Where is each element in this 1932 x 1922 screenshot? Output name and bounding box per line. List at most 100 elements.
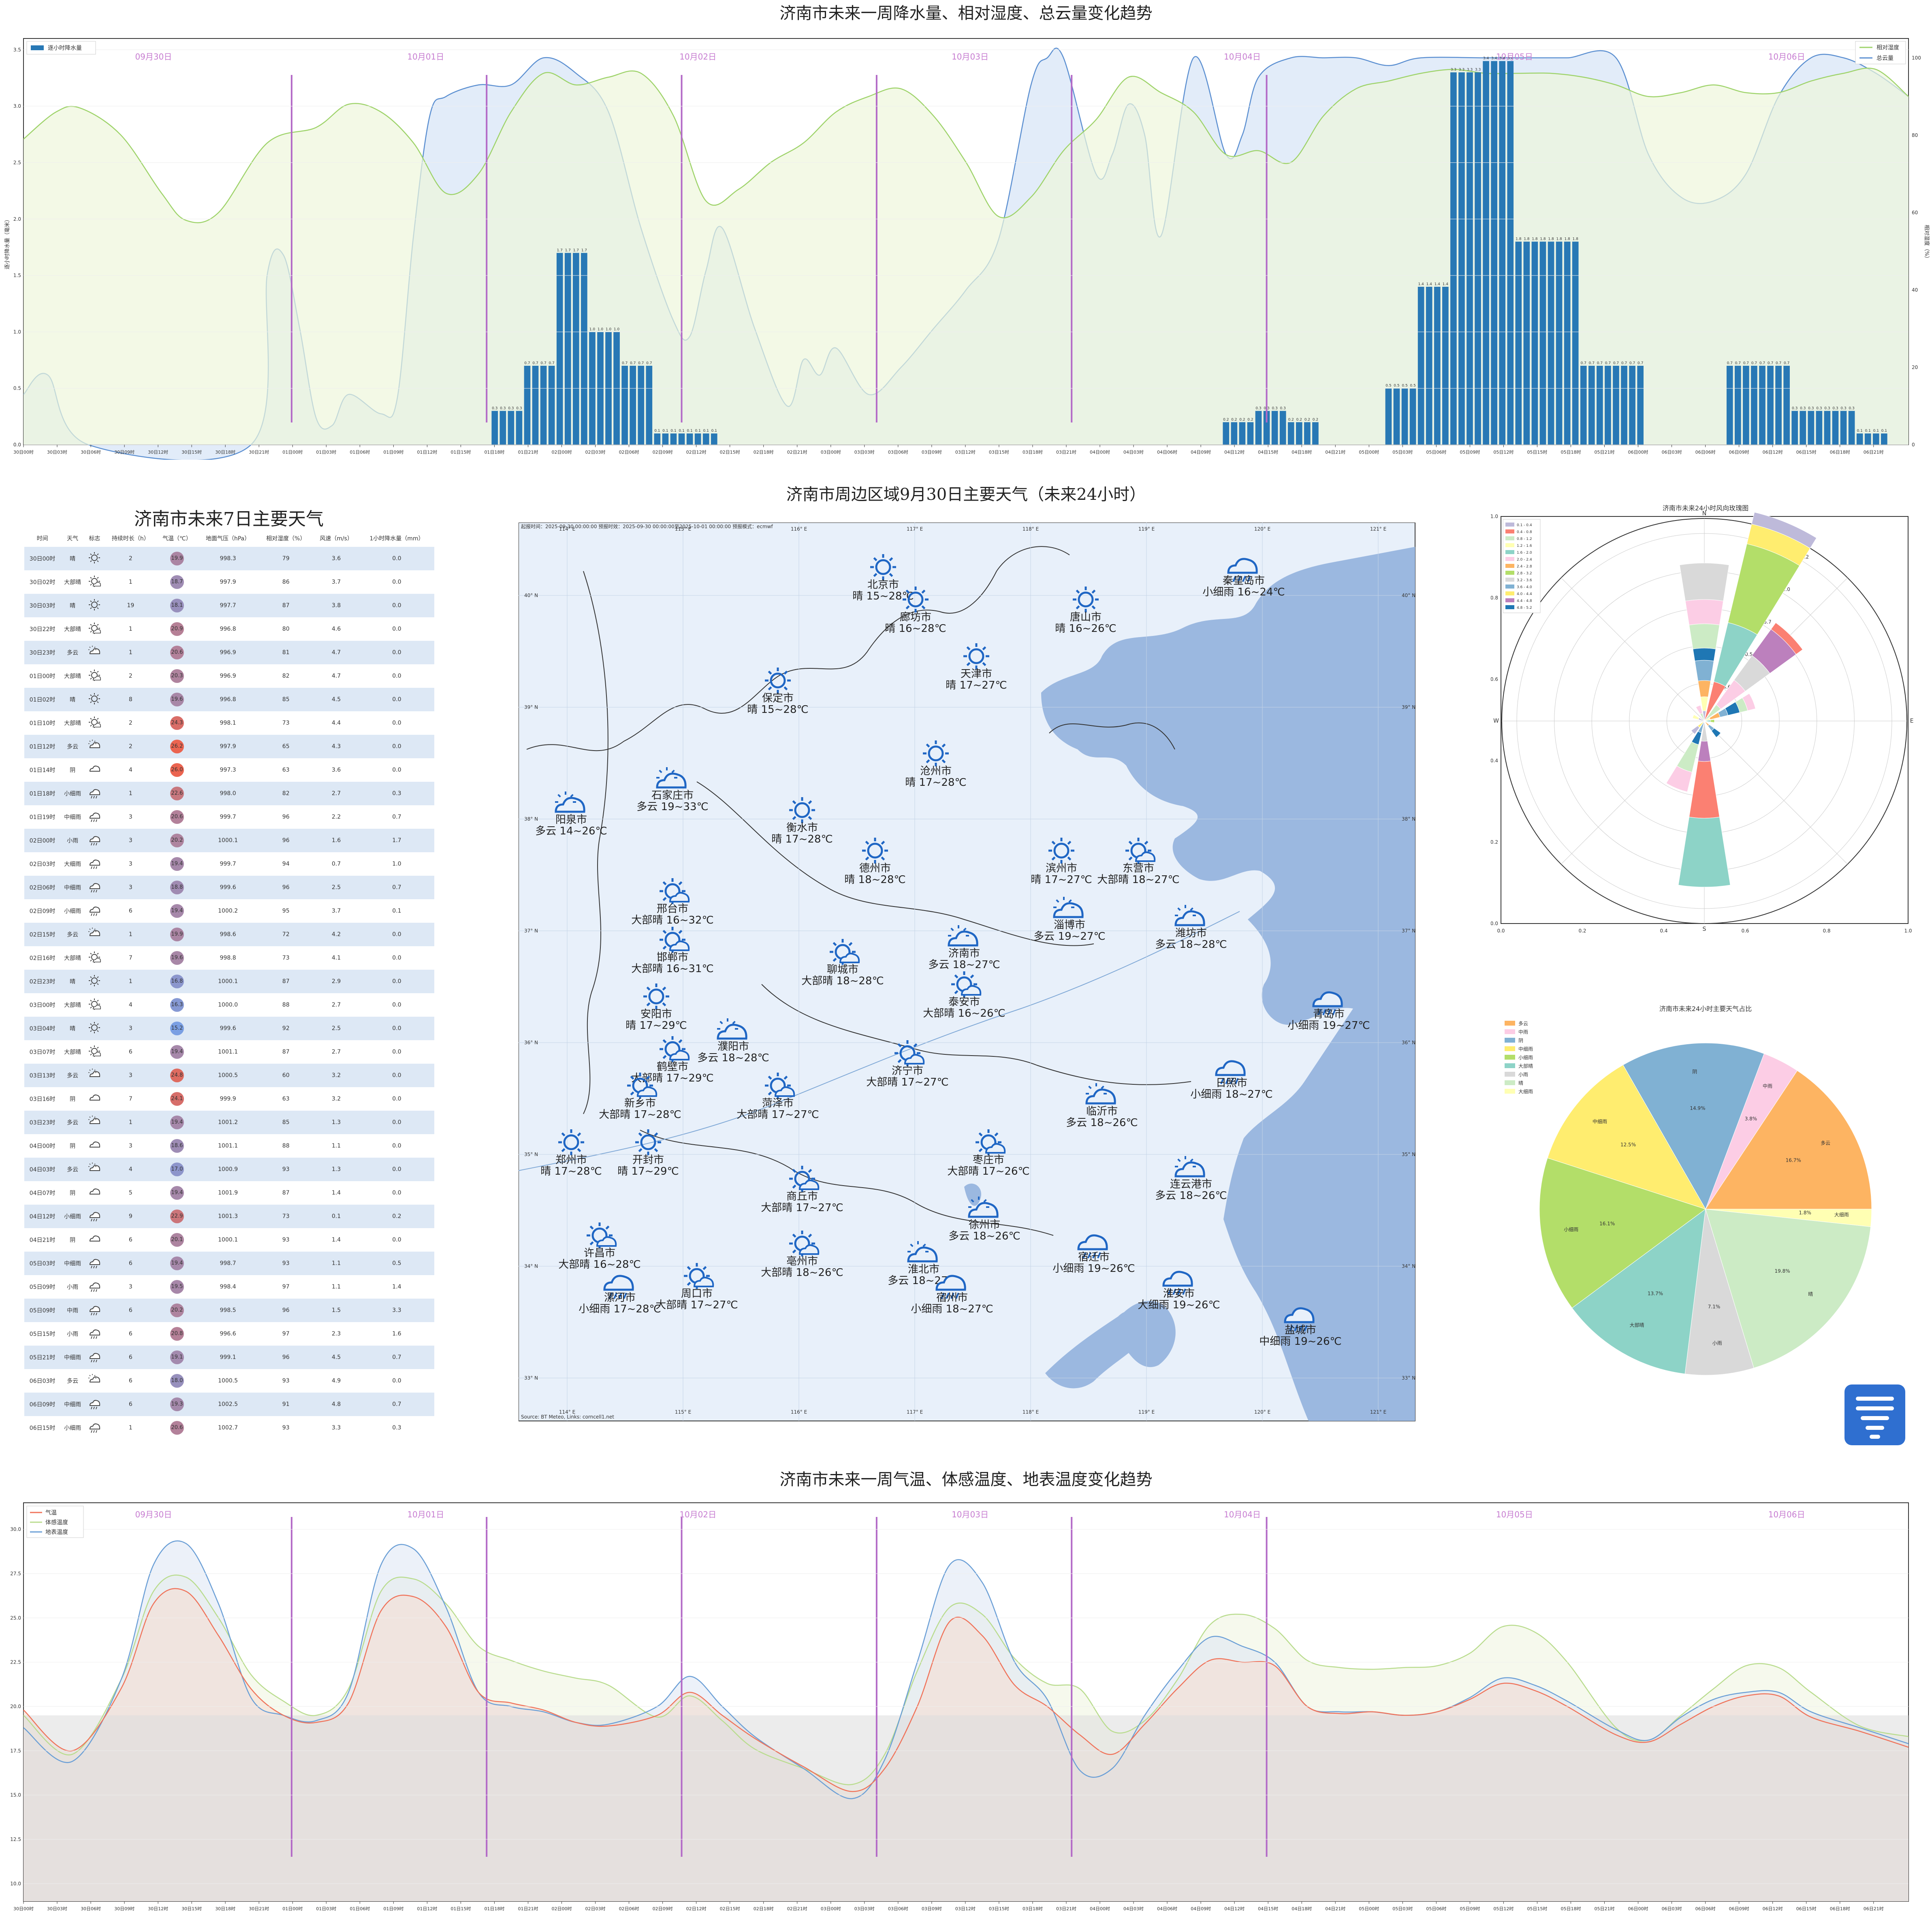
bar-value-label: 0.1 (670, 429, 676, 433)
city-name: 聊城市 (827, 964, 858, 976)
pie-pct-label: 1.8% (1799, 1210, 1811, 1216)
x-tick-label: 30日12时 (148, 1906, 168, 1911)
table-row: 02日15时 多云 1 19.9 998.6 72 4.2 0.0 (24, 923, 434, 946)
temperature-cell: 18.8 (156, 876, 198, 899)
table-cell: 1000.5 (218, 1378, 238, 1384)
bar-value-label: 0.1 (695, 429, 700, 433)
table-cell: 02日00时 (24, 829, 61, 852)
y-tick-label: 0 (1912, 442, 1915, 448)
city-name: 宿州市 (936, 1292, 968, 1304)
pie-slice (1705, 1209, 1872, 1227)
drizzle-icon (1162, 1271, 1193, 1295)
legend-label: 1.6 - 2.0 (1517, 551, 1532, 555)
precip-bar (1840, 411, 1847, 445)
bar-value-label: 1.8 (1573, 237, 1579, 241)
pie-name-label: 多云 (1821, 1140, 1830, 1146)
pie-legend-swatch (1505, 1046, 1515, 1051)
legend-label: 1.2 - 1.6 (1517, 544, 1532, 548)
x-tick-label: 05日18时 (1561, 450, 1581, 455)
x-tick-label: 01日06时 (350, 1906, 370, 1911)
bar-value-label: 0.7 (1727, 361, 1733, 365)
x-tick-label: 03日06时 (888, 450, 908, 455)
precip-bar (1767, 365, 1774, 445)
x-tick-label: 06日18时 (1830, 1906, 1850, 1911)
weather-icon-cell (85, 758, 105, 782)
lon-label: 114° E (559, 1409, 575, 1415)
table-cell: 6 (104, 1393, 157, 1416)
wind-rose-polar: 5.610.515.721.026.2NESW (1493, 510, 1913, 932)
mostly-sunny-icon (89, 717, 101, 728)
table-cell: 6 (128, 1237, 132, 1243)
day-label: 10月01日 (407, 1510, 444, 1519)
pie-legend-swatch (1505, 1055, 1515, 1060)
lat-label: 38° N (524, 816, 538, 822)
bar-value-label: 0.3 (516, 406, 522, 410)
sun-icon (89, 693, 100, 704)
table-cell: 01日00时 (29, 673, 56, 680)
lat-label: 38° N (1402, 816, 1415, 822)
precip-bar (1864, 433, 1871, 445)
x-tick-label: 03日15时 (989, 1906, 1009, 1911)
table-cell: 0.0 (392, 1378, 401, 1384)
lon-label: 118° E (1023, 1409, 1039, 1415)
bar-value-label: 1.8 (1564, 237, 1570, 241)
pie-name-label: 中细雨 (1593, 1118, 1607, 1124)
bar-value-label: 1.0 (614, 327, 620, 331)
weather-icon-cell (84, 923, 105, 946)
precip-bar (548, 365, 555, 445)
table-cell: 96 (258, 876, 314, 899)
y-tick-label: 27.5 (10, 1571, 21, 1576)
table-cell: 0.0 (359, 735, 434, 758)
lat-label: 35° N (1402, 1152, 1415, 1157)
pie-legend-label: 小雨 (1518, 1072, 1528, 1077)
precip-bar (1856, 433, 1863, 445)
precip-bar (638, 365, 645, 445)
x-tick-label: 03日18时 (1023, 450, 1043, 455)
temperature-badge: 20.6 (170, 646, 184, 659)
bar-value-label: 1.8 (1516, 237, 1522, 241)
rose-petal (1770, 622, 1803, 655)
bar-value-label: 0.3 (500, 406, 506, 410)
table-cell: 63 (282, 767, 290, 773)
precip-bar (1458, 72, 1465, 445)
table-row: 04日00时 阴 3 18.6 1001.1 88 1.1 0.0 (24, 1134, 434, 1158)
table-cell: 大细雨 (64, 861, 81, 868)
bar-value-label: 0.7 (1589, 361, 1595, 365)
bar-value-label: 0.7 (638, 361, 644, 365)
table-cell: 4.4 (331, 720, 341, 726)
sun-icon (1048, 838, 1074, 864)
mostly-sunny-icon (976, 1129, 1006, 1155)
temperature-cell: 19.4 (157, 1181, 197, 1205)
lat-label: 39° N (524, 704, 538, 710)
mostly-sunny-icon (765, 1073, 795, 1099)
table-cell: 999.6 (197, 1017, 259, 1040)
table-cell: 01日02时 (24, 688, 61, 711)
table-cell: 997.9 (220, 579, 236, 585)
bar-value-label: 3.4 (1491, 57, 1497, 61)
table-cell: 1.4 (331, 1237, 341, 1243)
sun-icon (862, 838, 888, 864)
x-tick-label: 05日06时 (1426, 450, 1446, 455)
bar-value-label: 0.3 (1808, 406, 1814, 410)
weather-icon-cell (84, 1158, 105, 1181)
drizzle-icon (1077, 1234, 1108, 1259)
x-axis-tick: 0.8 (1823, 928, 1830, 934)
precip-bar (491, 411, 498, 445)
column-header: 天气 (67, 535, 79, 542)
table-row: 01日14时 阴 4 26.0 997.3 63 3.6 0.0 (24, 758, 434, 782)
table-cell: 大部晴 (64, 673, 81, 680)
table-cell: 81 (258, 641, 314, 664)
pie-slices: 16.7% 多云 3.8% 中雨 14.9% 阴 12.5% 中细雨 16.1% 小细雨 13.7%… (1539, 1043, 1872, 1376)
city-forecast: 大部晴 17~27℃ (761, 1202, 843, 1214)
city-forecast: 晴 17~27℃ (1031, 874, 1092, 886)
precip-bar (1572, 241, 1579, 445)
table-cell: 03日07时 (29, 1049, 56, 1056)
column-header: 相对湿度（%） (266, 535, 306, 542)
city-forecast: 大部晴 17~27℃ (655, 1299, 738, 1311)
x-tick-label: 03日15时 (989, 450, 1009, 455)
sun-icon (635, 1129, 661, 1155)
x-tick-label: 02日15时 (720, 450, 740, 455)
